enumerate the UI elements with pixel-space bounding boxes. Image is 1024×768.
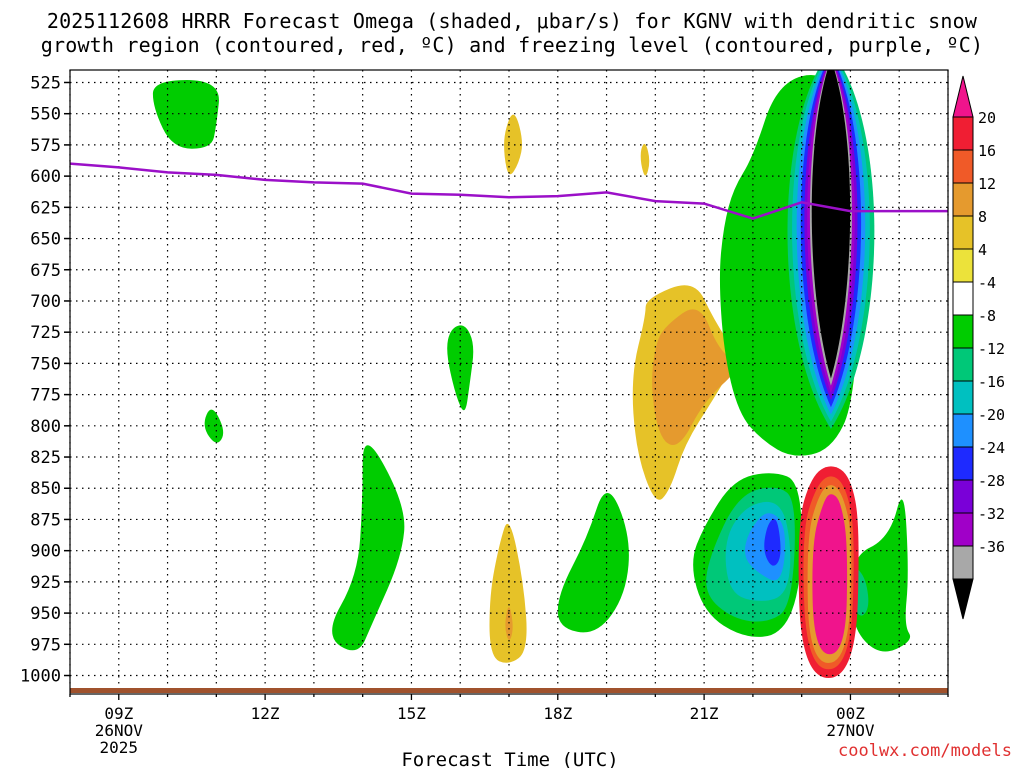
y-tick-label-800: 800 (30, 417, 61, 437)
y-tick-label-850: 850 (30, 479, 61, 499)
chart-title-line-1: 2025112608 HRRR Forecast Omega (shaded, … (46, 9, 978, 33)
y-tick-label-825: 825 (30, 448, 61, 468)
y-tick-label-775: 775 (30, 386, 61, 406)
y-tick-label-575: 575 (30, 136, 61, 156)
colorbar-band--28-to--24 (952, 479, 974, 514)
omega-region-blue-lower-left-core (764, 518, 781, 566)
freezing-level-line (69, 162, 948, 220)
y-tick-label-525: 525 (30, 73, 61, 93)
colorbar-bottom-arrow (952, 578, 974, 620)
y-tick-label-600: 600 (30, 167, 61, 187)
omega-region-yellow-17z-upper (504, 114, 522, 175)
omega-shading (152, 70, 911, 678)
x-tick-label-24-0: 00Z (836, 704, 865, 723)
colorbar: 20 16 12 8 4 -4 -8 -12 -16 -20 -24 -28 -32 -36 (952, 75, 1005, 620)
colorbar-label-5: -4 (978, 274, 996, 292)
colorbar-label-8: -16 (978, 373, 1005, 391)
y-tick-label-750: 750 (30, 354, 61, 374)
omega-region-yellow-17z-low (489, 523, 527, 663)
grid-lines (69, 70, 949, 688)
x-tick-label-21-0: 21Z (690, 704, 719, 723)
omega-region-green-lower-right (850, 499, 911, 652)
colorbar-top-arrow (952, 75, 974, 118)
x-tick-label-9-1: 26NOV (95, 721, 144, 740)
chart-title-line-2: growth region (contoured, red, ºC) and f… (40, 33, 984, 57)
credit-link[interactable]: coolwx.com/models (838, 741, 1012, 761)
y-axis: 525 550 575 600 625 650 675 700 725 750 775 800 825 8… (20, 73, 70, 687)
omega-region-yellow-19z-upper (640, 143, 650, 176)
omega-region-magenta-lower-core (812, 494, 848, 655)
freezing-level-layer (69, 162, 948, 220)
x-tick-label-24-1: 27NOV (826, 721, 875, 740)
colorbar-label-3: 8 (978, 208, 987, 226)
y-tick-label-875: 875 (30, 510, 61, 530)
x-tick-label-12-0: 12Z (251, 704, 280, 723)
colorbar-band--12-to--8 (952, 347, 974, 382)
x-tick-label-15-0: 15Z (397, 704, 426, 723)
colorbar-label-1: 16 (978, 142, 996, 160)
omega-region-orange-big-mid (652, 309, 736, 446)
y-tick-label-675: 675 (30, 261, 61, 281)
omega-region-green-upper-left (152, 80, 219, 149)
colorbar-label-4: 4 (978, 241, 987, 259)
y-tick-label-650: 650 (30, 230, 61, 250)
omega-region-orange-17z-core (505, 607, 513, 640)
y-tick-label-950: 950 (30, 604, 61, 624)
colorbar-band-8-to-12 (952, 182, 974, 217)
colorbar-band--24-to--20 (952, 446, 974, 481)
omega-region-green-18-19z (557, 492, 629, 633)
y-tick-label-725: 725 (30, 323, 61, 343)
omega-region-green-11z (204, 409, 224, 443)
colorbar-label-2: 12 (978, 175, 996, 193)
x-axis-label: Forecast Time (UTC) (401, 749, 618, 768)
colorbar-band-12-to-16 (952, 149, 974, 184)
colorbar-label-0: 20 (978, 109, 996, 127)
colorbar-label-6: -8 (978, 307, 996, 325)
omega-region-green-14z-low (332, 445, 405, 651)
colorbar-label-9: -20 (978, 406, 1005, 424)
x-tick-label-18-0: 18Z (543, 704, 572, 723)
colorbar-band--8-to--4 (952, 314, 974, 349)
colorbar-label-11: -28 (978, 472, 1005, 490)
colorbar-label-7: -12 (978, 340, 1005, 358)
colorbar-band-4-to-8 (952, 215, 974, 250)
colorbar-band--4-to-0 (952, 281, 974, 316)
omega-region-green-16z-mid (447, 325, 474, 411)
y-tick-label-1000: 1000 (20, 667, 61, 687)
colorbar-band--36-to--32 (952, 545, 974, 580)
y-tick-label-550: 550 (30, 105, 61, 125)
y-tick-label-900: 900 (30, 542, 61, 562)
y-tick-label-700: 700 (30, 292, 61, 312)
y-tick-label-925: 925 (30, 573, 61, 593)
colorbar-band--32-to--28 (952, 512, 974, 547)
ground-strip (70, 688, 948, 693)
colorbar-label-13: -36 (978, 538, 1005, 556)
colorbar-band-0-to-4 (952, 248, 974, 283)
colorbar-label-10: -24 (978, 439, 1005, 457)
y-tick-label-625: 625 (30, 198, 61, 218)
x-tick-label-9-0: 09Z (104, 704, 133, 723)
y-tick-label-975: 975 (30, 635, 61, 655)
colorbar-band-16-to-20 (952, 116, 974, 151)
colorbar-label-12: -32 (978, 505, 1005, 523)
colorbar-band--20-to--16 (952, 413, 974, 448)
x-tick-label-9-2: 2025 (100, 738, 139, 757)
omega-regions (152, 70, 911, 678)
colorbar-band--16-to--12 (952, 380, 974, 415)
